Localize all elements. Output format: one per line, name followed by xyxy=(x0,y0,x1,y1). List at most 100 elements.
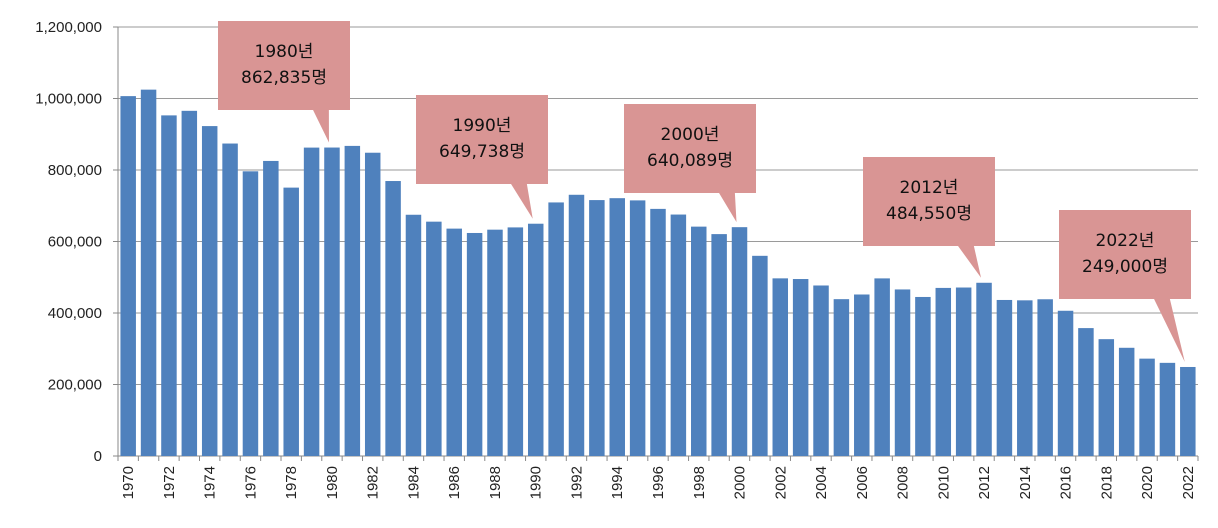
bar-1983 xyxy=(385,181,401,456)
y-tick-label: 600,000 xyxy=(48,234,102,251)
y-tick-label: 1,000,000 xyxy=(35,91,102,108)
x-tick-label: 1988 xyxy=(487,466,504,499)
x-tick-label: 1972 xyxy=(161,466,178,499)
bar-2020 xyxy=(1139,358,1155,456)
callout-2022 xyxy=(1059,210,1191,362)
x-tick-label: 2016 xyxy=(1058,466,1075,499)
bar-1997 xyxy=(670,214,687,456)
bar-2001 xyxy=(752,255,768,456)
x-tick-label: 2018 xyxy=(1098,466,1115,499)
bar-1996 xyxy=(650,208,666,456)
bar-2005 xyxy=(833,299,850,456)
bar-2002 xyxy=(772,278,789,456)
bar-1978 xyxy=(283,187,299,456)
bar-1976 xyxy=(242,171,259,457)
bar-1972 xyxy=(161,115,177,456)
x-tick-label: 1992 xyxy=(568,466,585,499)
callout-2012 xyxy=(863,157,995,278)
bar-2000 xyxy=(731,227,748,456)
y-tick-label: 1,200,000 xyxy=(35,19,102,36)
bar-1988 xyxy=(487,229,503,456)
callout-1990 xyxy=(416,95,548,219)
y-tick-label: 800,000 xyxy=(48,162,102,179)
bar-1979 xyxy=(303,147,320,456)
bar-1973 xyxy=(181,110,198,457)
bar-2006 xyxy=(854,294,870,456)
bar-2011 xyxy=(955,287,972,456)
x-tick-label: 2002 xyxy=(772,466,789,499)
x-tick-label: 2008 xyxy=(895,466,912,499)
bar-1991 xyxy=(548,202,564,456)
x-tick-label: 2022 xyxy=(1180,466,1197,499)
bar-1998 xyxy=(691,226,707,456)
y-tick-label: 0 xyxy=(94,448,102,465)
bar-2019 xyxy=(1118,347,1135,456)
x-tick-label: 1990 xyxy=(528,466,545,499)
bar-2021 xyxy=(1159,362,1176,456)
x-tick-label: 1974 xyxy=(202,466,219,499)
callout-value-label: 640,089명 xyxy=(647,151,733,171)
callout-value-label: 249,000명 xyxy=(1082,257,1168,277)
bar-2003 xyxy=(792,279,809,456)
bar-1971 xyxy=(140,89,157,457)
bar-1992 xyxy=(568,194,585,457)
x-tick-label: 1994 xyxy=(609,466,626,499)
x-tick-label: 2020 xyxy=(1139,466,1156,499)
bar-1974 xyxy=(201,126,218,457)
bar-1981 xyxy=(344,145,361,456)
x-tick-label: 1984 xyxy=(405,466,422,499)
bar-1993 xyxy=(589,200,605,456)
y-tick-label: 200,000 xyxy=(48,377,102,394)
x-tick-label: 2012 xyxy=(976,466,993,499)
callout-2000 xyxy=(624,104,756,223)
x-tick-label: 2000 xyxy=(732,466,749,499)
bar-2012 xyxy=(976,282,992,456)
bar-2008 xyxy=(894,289,911,456)
bar-1999 xyxy=(711,234,727,456)
bar-1977 xyxy=(263,160,279,456)
callout-value-label: 649,738명 xyxy=(439,142,525,162)
bar-1975 xyxy=(222,143,238,456)
bar-1986 xyxy=(446,228,462,456)
bar-2017 xyxy=(1078,328,1094,456)
bar-1994 xyxy=(609,198,625,456)
x-tick-label: 1998 xyxy=(691,466,708,499)
bar-2010 xyxy=(935,287,952,456)
callout-value-label: 862,835명 xyxy=(241,68,327,88)
x-tick-label: 2006 xyxy=(854,466,871,499)
callout-year-label: 1980년 xyxy=(255,42,314,62)
x-tick-label: 2004 xyxy=(813,466,830,499)
callout-value-label: 484,550명 xyxy=(886,204,972,224)
callout-year-label: 2000년 xyxy=(661,125,720,145)
bar-1995 xyxy=(629,200,646,456)
x-tick-label: 1976 xyxy=(242,466,259,499)
bar-1970 xyxy=(120,96,136,456)
x-tick-label: 2010 xyxy=(935,466,952,499)
bar-1990 xyxy=(527,223,544,456)
bar-1984 xyxy=(405,214,422,456)
callout-1980 xyxy=(218,21,350,143)
bar-2014 xyxy=(1017,300,1033,456)
x-tick-label: 1980 xyxy=(324,466,341,499)
x-tick-label: 1986 xyxy=(446,466,463,499)
bar-2009 xyxy=(915,296,931,456)
x-tick-label: 2014 xyxy=(1017,466,1034,499)
bar-2018 xyxy=(1098,339,1115,456)
bar-1989 xyxy=(507,227,524,456)
x-tick-label: 1982 xyxy=(365,466,382,499)
bar-2004 xyxy=(813,285,829,456)
x-tick-label: 1970 xyxy=(120,466,137,499)
bar-2015 xyxy=(1037,299,1053,456)
bar-1987 xyxy=(466,232,483,456)
bar-1982 xyxy=(364,152,381,456)
y-tick-label: 400,000 xyxy=(48,305,102,322)
bar-2007 xyxy=(874,278,890,456)
x-tick-label: 1978 xyxy=(283,466,300,499)
bar-2016 xyxy=(1057,310,1074,456)
bar-1980 xyxy=(324,147,340,456)
bar-2022 xyxy=(1180,366,1196,456)
bar-2013 xyxy=(996,299,1013,456)
bar-1985 xyxy=(426,221,442,456)
callout-year-label: 2012년 xyxy=(900,178,959,198)
